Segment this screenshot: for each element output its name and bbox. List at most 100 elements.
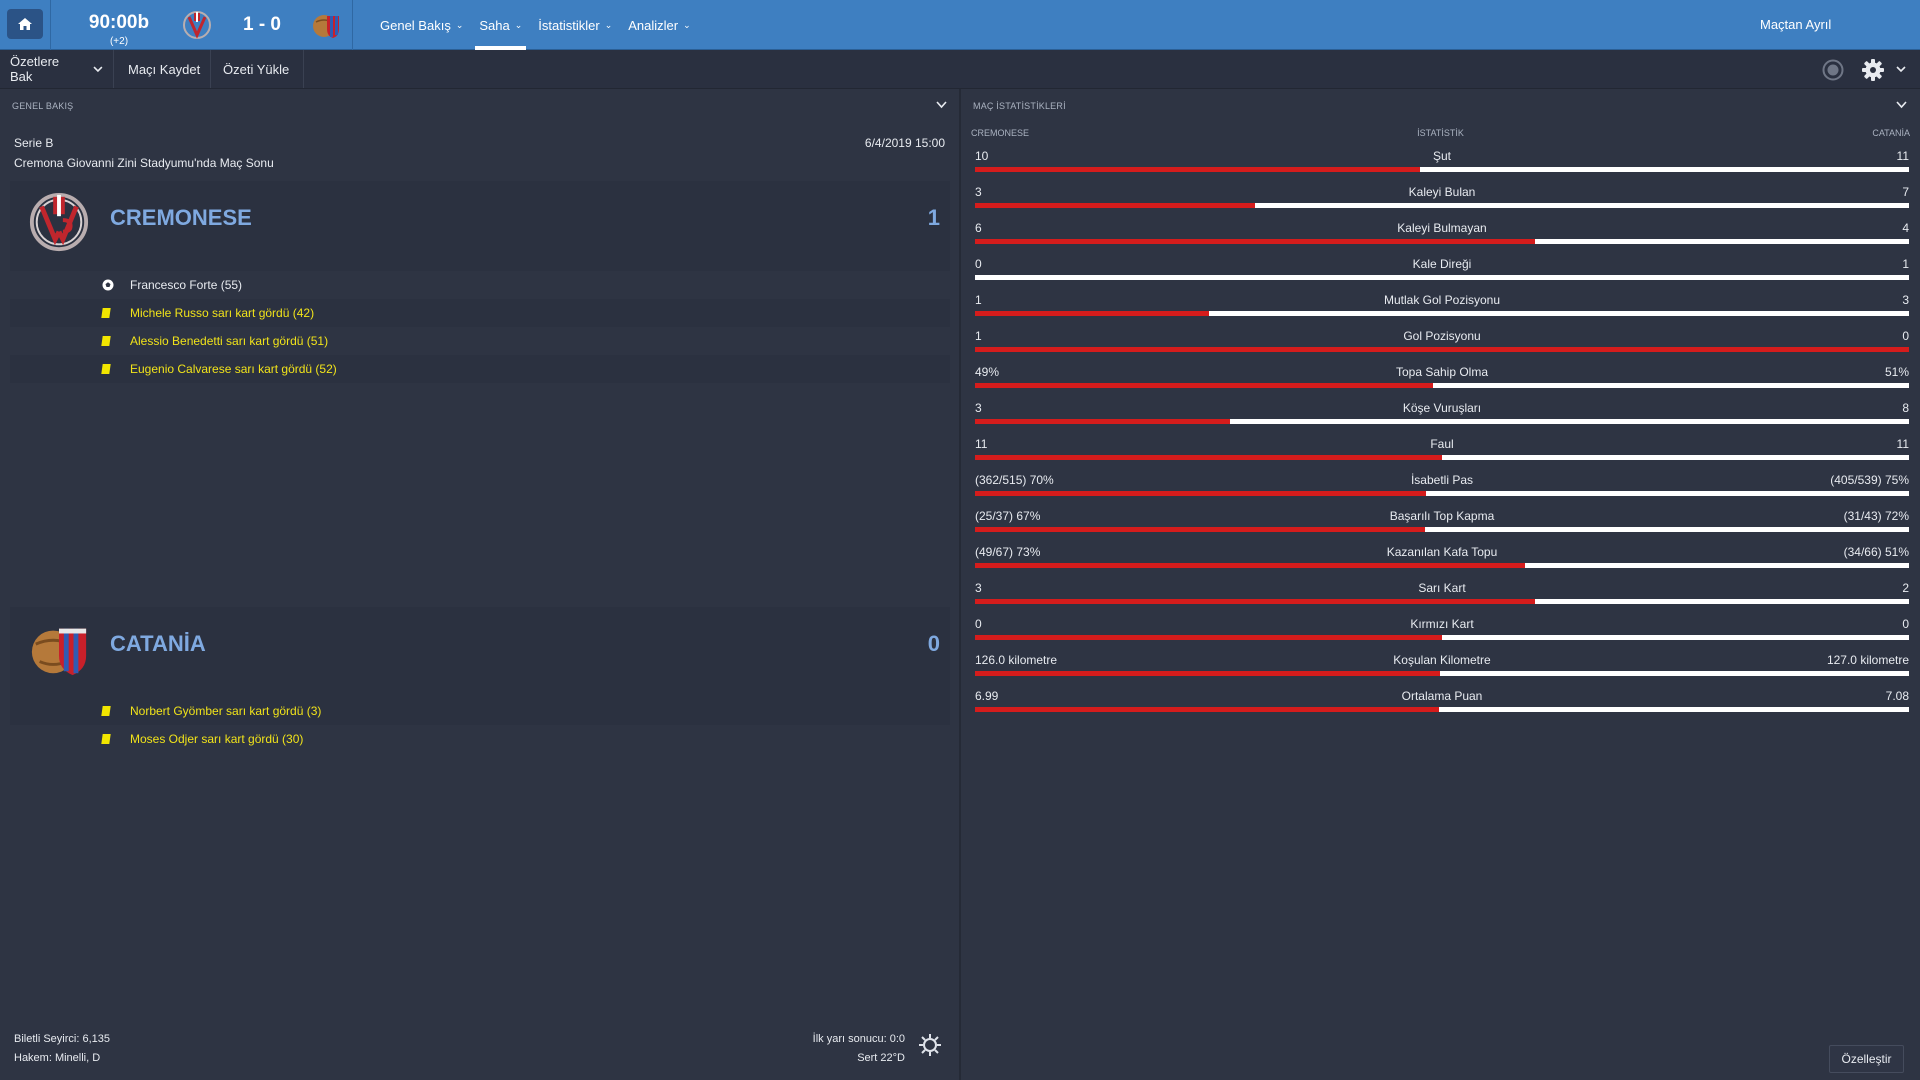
stat-home-value: (25/37) 67%: [975, 509, 1041, 523]
stat-home-share-fill: [975, 419, 1230, 424]
stat-label: Koşulan Kilometre: [1393, 653, 1491, 667]
stat-away-value: 11: [1896, 437, 1909, 451]
home-team-header: CREMONESE 1: [10, 181, 950, 271]
separator: [50, 0, 51, 50]
weather-sun-icon: [919, 1034, 941, 1056]
stat-away-value: (31/43) 72%: [1843, 509, 1909, 523]
away-team-header: CATANİA 0: [10, 607, 950, 697]
leave-match-button[interactable]: Maçtan Ayrıl: [1760, 17, 1832, 32]
event-row: Francesco Forte (55): [10, 271, 950, 299]
chevron-down-icon[interactable]: [1896, 101, 1907, 109]
top-bar: 90:00b (+2) 1 - 0 Genel Bakış ⌄ Saha ⌄ İ…: [0, 0, 1920, 50]
stat-away-value: (405/539) 75%: [1830, 473, 1909, 487]
stats-column-home: CREMONESE: [971, 128, 1030, 138]
stat-home-value: 11: [975, 437, 988, 451]
stat-label: Kazanılan Kafa Topu: [1386, 545, 1498, 559]
stat-label: Faul: [1430, 437, 1454, 451]
goal-event-text: Francesco Forte (55): [130, 278, 243, 292]
stat-comparison-bar: [975, 563, 1909, 568]
match-stats-panel: MAÇ İSTATİSTİKLERİ CREMONESE İSTATİSTİK …: [961, 89, 1920, 1080]
venue-status: Cremona Giovanni Zini Stadyumu'nda Maç S…: [14, 156, 274, 170]
stat-away-value: 11: [1896, 149, 1909, 163]
stat-home-share-fill: [975, 491, 1426, 496]
stat-away-value: 7.08: [1885, 689, 1909, 703]
yellow-card-icon: [101, 734, 111, 744]
stat-label: Kale Direği: [1412, 257, 1472, 271]
stat-row: 6.99 Ortalama Puan 7.08: [975, 685, 1909, 721]
overview-panel: GENEL BAKIŞ Serie B Cremona Giovanni Zin…: [0, 89, 960, 1080]
nav-statistics[interactable]: İstatistikler ⌄: [530, 0, 620, 50]
stat-home-share-fill: [975, 347, 1909, 352]
stat-row: (49/67) 73% Kazanılan Kafa Topu (34/66) 51…: [975, 541, 1909, 577]
load-highlights-button[interactable]: Özeti Yükle: [213, 50, 305, 88]
away-team-goals: 0: [927, 631, 940, 656]
event-row: Eugenio Calvarese sarı kart gördü (52): [10, 355, 950, 383]
nav-analysis[interactable]: Analizler ⌄: [620, 0, 698, 50]
stat-comparison-bar: [975, 419, 1909, 424]
away-team-crest-icon[interactable]: [28, 617, 90, 679]
stat-home-share-fill: [975, 203, 1255, 208]
nav-pitch-label: Saha: [479, 17, 510, 33]
stat-label: Kaleyi Bulmayan: [1397, 221, 1487, 235]
stats-column-stat: İSTATİSTİK: [1417, 128, 1464, 138]
yellow-card-icon: [101, 364, 111, 374]
away-team-crest-icon[interactable]: [310, 9, 342, 41]
stat-away-value: 3: [1902, 293, 1909, 307]
stat-home-value: 126.0 kilometre: [975, 653, 1058, 667]
stat-comparison-bar: [975, 599, 1909, 604]
stat-home-share-fill: [975, 599, 1535, 604]
away-team-name[interactable]: CATANİA: [110, 631, 206, 656]
stat-comparison-bar: [975, 383, 1909, 388]
record-icon[interactable]: [1822, 59, 1844, 81]
nav-analysis-label: Analizler: [628, 17, 679, 33]
stat-home-share-fill: [975, 707, 1439, 712]
yellow-card-icon: [101, 308, 111, 318]
stat-label: Şut: [1432, 149, 1451, 163]
home-button[interactable]: [7, 9, 43, 39]
view-highlights-button[interactable]: Özetlere Bak: [0, 50, 114, 88]
stat-away-value: 4: [1902, 221, 1909, 235]
stat-label: Topa Sahip Olma: [1395, 365, 1489, 379]
stat-away-value: 0: [1902, 617, 1909, 631]
stat-comparison-bar: [975, 455, 1909, 460]
football-icon: [102, 279, 114, 291]
home-team-crest-icon[interactable]: [181, 9, 213, 41]
chevron-down-icon: ⌄: [683, 19, 691, 30]
yellow-card-icon: [101, 706, 111, 716]
match-datetime: 6/4/2019 15:00: [864, 136, 945, 150]
stat-row: 0 Kale Direği 1: [975, 253, 1909, 289]
stat-away-value: 2: [1902, 581, 1909, 595]
stat-home-value: 1: [975, 293, 982, 307]
chevron-down-icon[interactable]: [936, 101, 947, 109]
chevron-down-icon: ⌄: [604, 19, 613, 30]
stat-home-value: 0: [975, 257, 982, 271]
stat-home-share-fill: [975, 527, 1425, 532]
stat-comparison-bar: [975, 671, 1909, 676]
home-team-name[interactable]: CREMONESE: [110, 205, 252, 230]
overview-heading: GENEL BAKIŞ: [12, 101, 74, 111]
customize-button[interactable]: Özelleştir: [1829, 1045, 1904, 1073]
nav-overview[interactable]: Genel Bakış ⌄: [372, 0, 471, 50]
event-row: Alessio Benedetti sarı kart gördü (51): [10, 327, 950, 355]
gear-icon[interactable]: [1862, 59, 1884, 81]
home-team-goals: 1: [927, 205, 940, 230]
load-highlights-label: Özeti Yükle: [223, 61, 290, 77]
chevron-down-icon: [93, 65, 103, 72]
stat-comparison-bar: [975, 239, 1909, 244]
home-team-crest-icon[interactable]: [28, 191, 90, 253]
added-time: (+2): [109, 36, 129, 47]
save-match-button[interactable]: Maçı Kaydet: [118, 50, 212, 88]
stat-row: (25/37) 67% Başarılı Top Kapma (31/43) 72%: [975, 505, 1909, 541]
yellow-card-icon: [101, 336, 111, 346]
card-event-text: Alessio Benedetti sarı kart gördü (51): [130, 334, 329, 348]
chevron-down-icon[interactable]: [1896, 66, 1906, 73]
match-clock: 90:00b: [88, 12, 150, 33]
stat-home-value: (362/515) 70%: [975, 473, 1054, 487]
home-icon: [18, 18, 32, 30]
stat-label: İsabetli Pas: [1410, 473, 1474, 487]
match-score: 1 - 0: [242, 14, 282, 35]
stat-away-value: 127.0 kilometre: [1826, 653, 1909, 667]
event-row: Norbert Gyömber sarı kart gördü (3): [10, 697, 950, 725]
stat-label: Sarı Kart: [1418, 581, 1466, 595]
nav-pitch[interactable]: Saha ⌄: [471, 0, 530, 50]
